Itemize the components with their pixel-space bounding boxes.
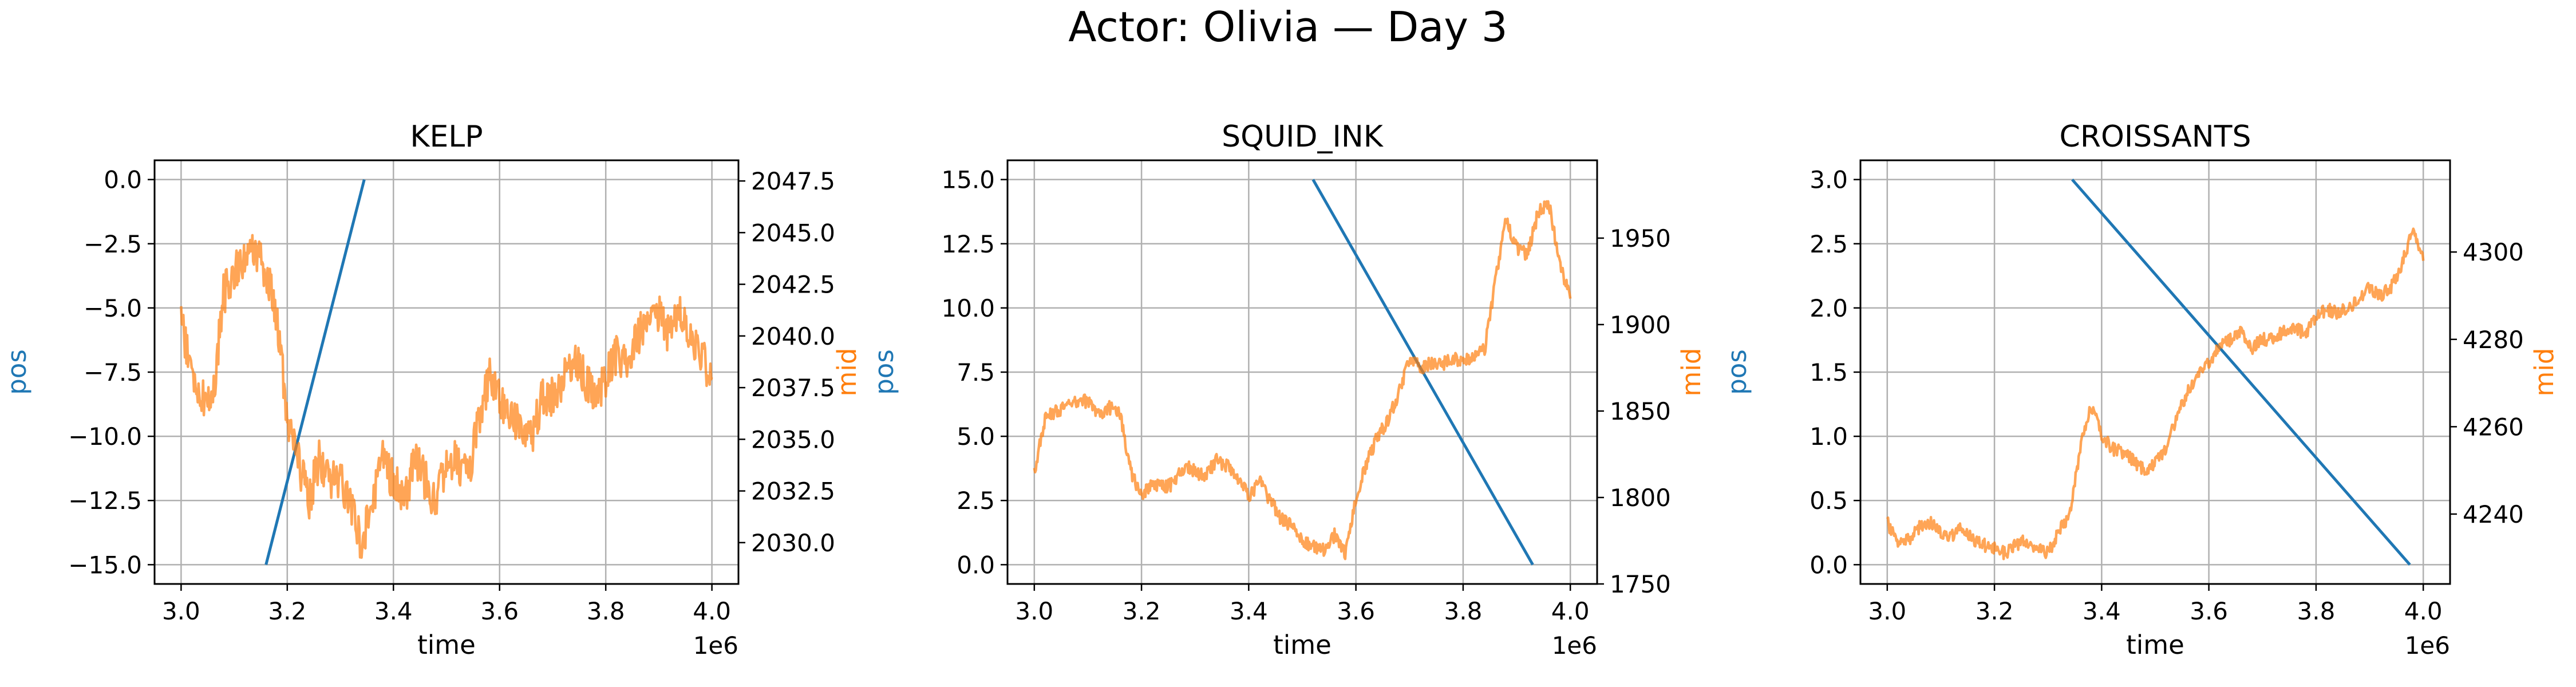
y-tick-label: 3.0 [1809,166,1848,194]
y2-tick-label: 2030.0 [751,529,835,557]
y-tick-label: −2.5 [84,230,142,258]
series-line-mid [1886,227,2425,560]
axes-title: CROISSANTS [2060,120,2251,154]
y-tick-label: 0.0 [957,551,995,579]
series-line-mid [180,234,713,559]
x-offset-label: 1e6 [2405,631,2450,660]
y-axis-right: 2030.0 2032.5 2035.0 2037.5 2040.0 2042.5 2045… [738,167,835,557]
y-tick-label: 2.5 [1809,230,1848,258]
y2-tick-label: 1950 [1610,224,1671,252]
y2-tick-label: 2042.5 [751,271,835,299]
plot-area [1033,179,1572,566]
axes-title: SQUID_INK [1222,120,1384,154]
chart-kelp: 3.0 3.2 3.4 3.6 3.8 4.0 0.0 −2.5 −5.0 −7.5 −10.0 −1… [2,120,862,660]
y-axis-label-mid: mid [1676,348,1706,397]
y-axis-label-pos: pos [2,349,32,395]
y-tick-label: 5.0 [957,423,995,451]
y-tick-label: 1.0 [1809,423,1848,451]
x-tick-label: 3.4 [2083,597,2121,625]
plot-area [180,179,713,566]
x-tick-label: 4.0 [1551,597,1590,625]
x-tick-label: 3.0 [162,597,200,625]
y-tick-label: −5.0 [84,294,142,322]
y-tick-label: 10.0 [941,294,995,322]
y-tick-label: 1.5 [1809,358,1848,386]
y2-tick-label: 2040.0 [751,322,835,350]
y-axis-label-mid: mid [2529,348,2559,397]
y2-tick-label: 4260 [2463,413,2524,441]
x-tick-label: 3.2 [1123,597,1161,625]
x-offset-label: 1e6 [1552,631,1597,660]
y2-tick-label: 2032.5 [751,477,835,506]
series-line-pos [2071,178,2411,566]
x-tick-label: 3.0 [1868,597,1906,625]
plot-area [1886,178,2425,566]
y-tick-label: 0.0 [104,166,142,194]
x-tick-label: 3.8 [2297,597,2336,625]
y-axis-label-pos: pos [869,349,899,395]
x-tick-label: 4.0 [2404,597,2443,625]
x-offset-label: 1e6 [693,631,738,660]
chart-croissants: 3.0 3.2 3.4 3.6 3.8 4.0 0.0 0.5 1.0 1.5 2.0 2.5 3.0 4… [1722,120,2559,660]
y-axis-left: 0.0 −2.5 −5.0 −7.5 −10.0 −12.5 −15.0 [68,166,155,579]
y2-tick-label: 2037.5 [751,374,835,402]
y-tick-label: 0.5 [1809,487,1848,515]
y-tick-label: 7.5 [957,358,995,386]
x-axis-label: time [1273,630,1332,660]
x-tick-label: 4.0 [693,597,731,625]
grid [1008,160,1597,584]
x-tick-label: 3.0 [1015,597,1053,625]
y-tick-label: −15.0 [68,551,142,579]
x-axis: 3.0 3.2 3.4 3.6 3.8 4.0 [1868,584,2443,625]
y-axis-label-pos: pos [1722,349,1752,395]
x-tick-label: 3.6 [2190,597,2228,625]
x-tick-label: 3.8 [1444,597,1483,625]
y2-tick-label: 2035.0 [751,425,835,453]
y2-tick-label: 4280 [2463,326,2524,354]
series-line-pos [264,179,366,566]
y-axis-right: 1750 1800 1850 1900 1950 [1597,224,1671,598]
y2-tick-label: 2047.5 [751,167,835,195]
axes-title: KELP [410,120,483,154]
x-tick-label: 3.6 [480,597,519,625]
y2-tick-label: 4300 [2463,238,2524,266]
x-tick-label: 3.4 [374,597,413,625]
chart-squid-ink: 3.0 3.2 3.4 3.6 3.8 4.0 0.0 2.5 5.0 7.5 10.0 12.5 15… [869,120,1706,660]
y2-tick-label: 1850 [1610,397,1671,425]
y-tick-label: −12.5 [68,487,142,515]
figure-title: Actor: Olivia — Day 3 [1068,3,1507,51]
x-axis-label: time [417,630,476,660]
y2-tick-label: 4240 [2463,500,2524,528]
y-tick-label: −7.5 [84,358,142,386]
x-tick-label: 3.2 [1976,597,2014,625]
y2-tick-label: 1900 [1610,311,1671,339]
y-axis-left: 0.0 2.5 5.0 7.5 10.0 12.5 15.0 [941,166,1008,579]
y-tick-label: 2.5 [957,487,995,515]
x-tick-label: 3.4 [1230,597,1268,625]
x-axis-label: time [2126,630,2184,660]
y2-tick-label: 1800 [1610,484,1671,512]
x-tick-label: 3.2 [268,597,306,625]
x-axis: 3.0 3.2 3.4 3.6 3.8 4.0 [1015,584,1590,625]
x-axis: 3.0 3.2 3.4 3.6 3.8 4.0 [162,584,731,625]
y-axis-right: 4240 4260 4280 4300 [2450,238,2524,528]
y-tick-label: −10.0 [68,423,142,451]
y-axis-left: 0.0 0.5 1.0 1.5 2.0 2.5 3.0 [1809,166,1860,579]
y2-tick-label: 1750 [1610,570,1671,598]
x-tick-label: 3.6 [1337,597,1375,625]
series-line-mid [1033,200,1572,560]
y-axis-label-mid: mid [832,348,862,397]
x-tick-label: 3.8 [587,597,625,625]
y-tick-label: 12.5 [941,230,995,258]
y-tick-label: 0.0 [1809,551,1848,579]
y-tick-label: 2.0 [1809,294,1848,322]
y2-tick-label: 2045.0 [751,219,835,247]
y-tick-label: 15.0 [941,166,995,194]
